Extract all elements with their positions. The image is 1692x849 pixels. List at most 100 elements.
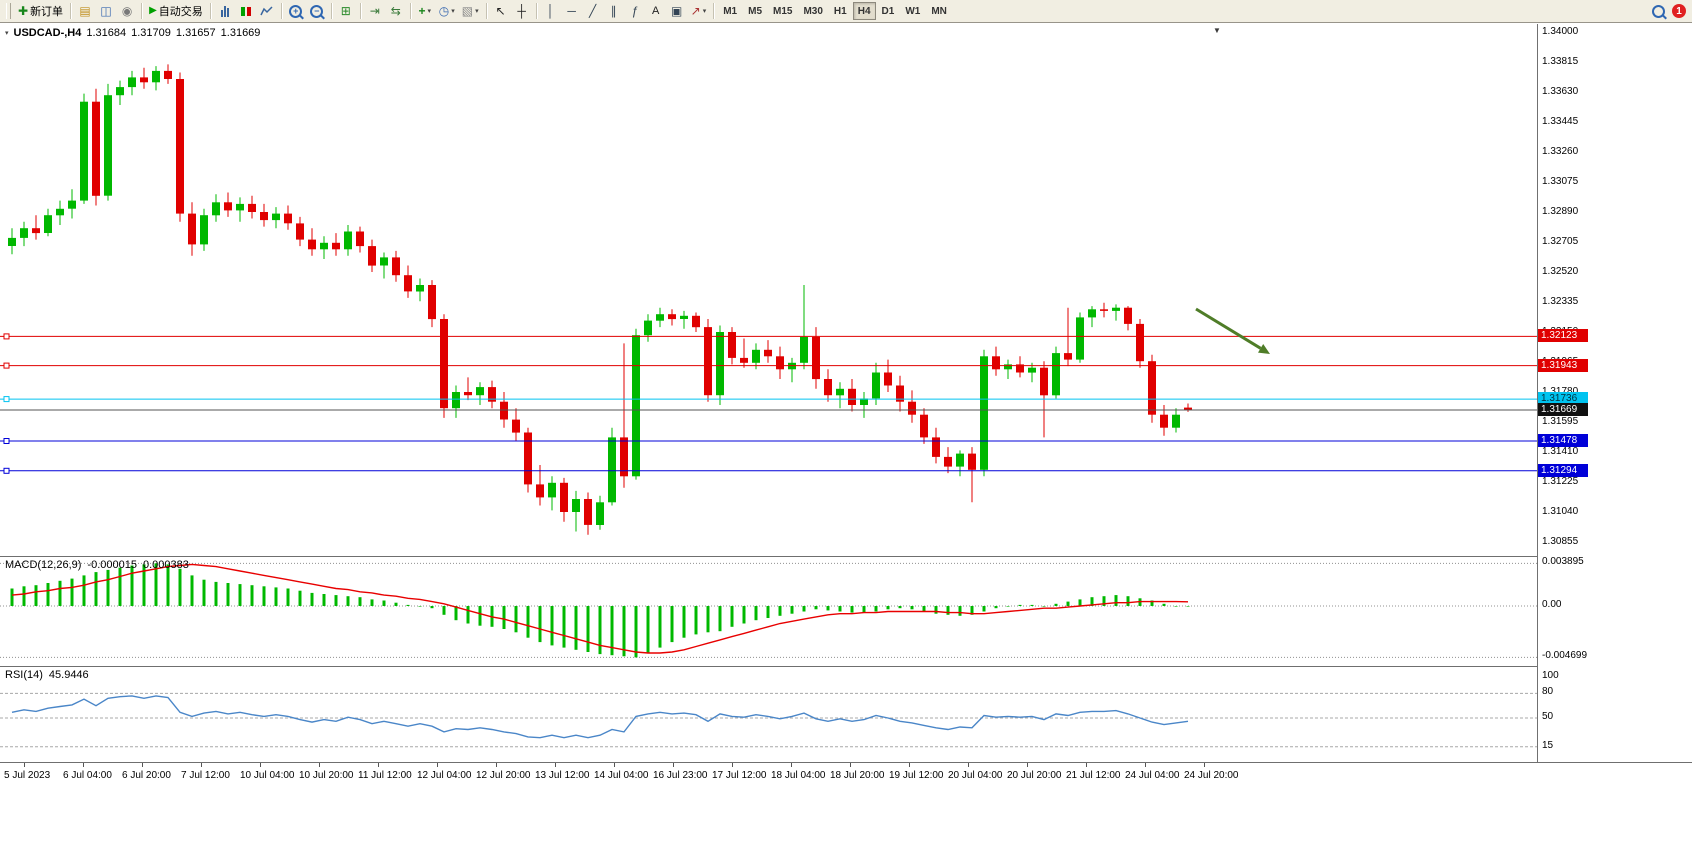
periods-button[interactable]: ◷ ▾ [436,1,458,21]
macd-histogram-bar [274,587,278,606]
bear-candle [1184,407,1192,410]
line-handle[interactable] [3,396,10,403]
bull-candle [128,77,136,88]
zoom-in-button[interactable]: + [286,1,306,21]
macd-canvas[interactable] [0,557,1537,666]
line-handle[interactable] [3,333,10,340]
toolbar-separator [485,3,487,19]
price-axis-tick: 1.33445 [1542,116,1579,127]
indicators-button[interactable]: + ▾ [415,1,435,21]
notifications-button[interactable]: 1 [1669,1,1689,21]
timeframe-w1-button[interactable]: W1 [900,2,925,20]
bull-candle [452,392,460,409]
price-chart-canvas[interactable] [0,24,1537,556]
time-axis-label: 5 Jul 2023 [4,770,51,781]
autotrading-button[interactable]: ▶ 自动交易 [146,1,206,21]
time-axis-label: 6 Jul 20:00 [122,770,171,781]
rsi-name: RSI(14) [5,669,43,681]
data-window-icon: ◫ [100,4,112,18]
time-axis-tick [319,763,320,767]
channel-button[interactable]: ∥ [604,1,624,21]
timeframe-h1-button[interactable]: H1 [829,2,852,20]
market-watch-button[interactable]: ▤ [75,1,95,21]
vertical-line-button[interactable]: │ [541,1,561,21]
auto-scroll-button[interactable]: ⇥ [365,1,385,21]
bull-candle [320,242,328,250]
time-axis-tick [1086,763,1087,767]
price-axis-tick: 1.31595 [1542,416,1579,427]
zoom-out-button[interactable]: − [307,1,327,21]
price-axis[interactable]: 1.34000 1.33815 1.33630 1.33445 1.33260 1.330… [1537,24,1692,762]
macd-histogram-bar [178,568,182,606]
timeframe-m5-button[interactable]: M5 [743,2,767,20]
line-handle[interactable] [3,467,10,474]
search-button[interactable] [1648,1,1668,21]
timeframe-m15-button[interactable]: M15 [768,2,797,20]
bull-candle [656,314,664,321]
line-chart-mode-button[interactable] [257,1,277,21]
crosshair-icon: ┼ [517,4,526,18]
arrows-tool-button[interactable]: ↗ ▾ [688,1,710,21]
fibonacci-button[interactable]: ƒ [625,1,645,21]
rsi-canvas[interactable] [0,667,1537,762]
annotation-arrow-head[interactable] [1258,344,1270,354]
trendline-button[interactable]: ╱ [583,1,603,21]
templates-button[interactable]: ▧ ▾ [459,1,482,21]
horizontal-line-button[interactable]: ─ [562,1,582,21]
timeframe-h4-button[interactable]: H4 [852,2,876,20]
macd-histogram-bar [142,564,146,606]
template-icon: ▧ [461,4,474,18]
bear-candle [284,213,292,224]
timeframe-m30-button[interactable]: M30 [798,2,827,20]
bull-candle [56,208,64,216]
bull-candle [152,70,160,83]
macd-histogram-bar [754,606,758,621]
toolbar-separator [209,3,211,19]
text-label-button[interactable]: ▣ [667,1,687,21]
bear-candle [188,213,196,245]
bear-candle [932,437,940,457]
price-line-label: 1.31943 [1538,359,1588,372]
main-toolbar: ✚ 新订单 ▤ ◫ ◉ ▶ 自动交易 + − ⊞ ⇥ ⇆ + ▾ ◷ ▾ [0,0,1692,23]
toolbar-grip[interactable] [6,3,11,19]
timeframe-m1-button[interactable]: M1 [718,2,742,20]
time-axis-tick [555,763,556,767]
bull-candle [116,87,124,96]
timeframe-d1-button[interactable]: D1 [877,2,900,20]
macd-histogram-bar [634,606,638,658]
clock-icon: ◷ [438,4,450,18]
bear-candle [248,203,256,212]
data-window-button[interactable]: ◫ [96,1,116,21]
line-handle[interactable] [3,362,10,369]
macd-histogram-bar [886,606,890,610]
macd-signal-value: 0.000383 [142,559,189,571]
new-order-button[interactable]: ✚ 新订单 [15,1,66,21]
macd-histogram-bar [982,606,986,612]
crosshair-button[interactable]: ┼ [512,1,532,21]
navigator-button[interactable]: ◉ [117,1,137,21]
macd-histogram-bar [358,597,362,606]
macd-histogram-bar [418,606,422,607]
price-axis-tick: 1.33815 [1542,56,1579,67]
macd-histogram-bar [778,606,782,616]
time-axis[interactable]: 5 Jul 2023 6 Jul 04:00 6 Jul 20:00 7 Jul 12… [0,762,1692,788]
bull-candle [872,372,880,399]
chart-shift-button[interactable]: ⇆ [386,1,406,21]
macd-histogram-bar [946,606,950,615]
candlestick-mode-button[interactable] [236,1,256,21]
indicators-plus-icon: + [418,4,426,18]
timeframe-mn-button[interactable]: MN [926,2,952,20]
bull-candle [1004,364,1012,370]
rsi-label: RSI(14) 45.9446 [5,669,89,681]
symbol-dropdown-icon[interactable]: ▾ [5,30,9,37]
cursor-button[interactable]: ↖ [491,1,511,21]
tile-windows-button[interactable]: ⊞ [336,1,356,21]
bull-candle [716,332,724,396]
annotation-arrow-shaft[interactable] [1195,307,1262,350]
candlestick-icon [240,5,251,17]
line-handle[interactable] [3,438,10,444]
bar-chart-mode-button[interactable] [215,1,235,21]
bear-candle [1016,364,1024,373]
chart-shift-marker[interactable]: ▼ [1213,26,1221,35]
text-button[interactable]: A [646,1,666,21]
